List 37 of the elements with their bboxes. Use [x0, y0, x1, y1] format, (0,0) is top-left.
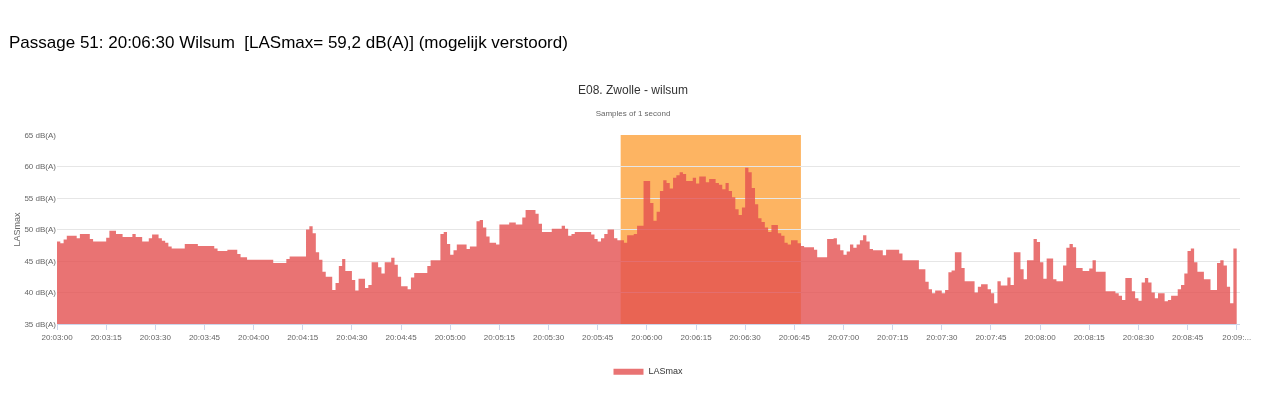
text: Passage 51: 20:06:30 Wilsum [LASmax= 59,2 dB(A)] (mogelijk verstoord)	[9, 33, 568, 52]
x-tick-label: 20:09:...	[1222, 332, 1252, 342]
x-tick-label: 20:05:15	[483, 332, 516, 342]
x-tick-label: 20:04:15	[287, 332, 319, 342]
x-tick-label: 20:03:00	[41, 332, 74, 342]
x-tick-label: 20:08:30	[1122, 332, 1155, 342]
x-tick-label: 20:07:30	[926, 332, 958, 342]
x-tick-label: 20:04:00	[238, 332, 270, 342]
y-tick-label: 55 dB(A)	[24, 193, 57, 203]
x-tick-label: 20:03:15	[90, 332, 123, 342]
x-tick-label: 20:08:45	[1171, 332, 1204, 342]
x-tick-label: 20:08:00	[1024, 332, 1057, 342]
y-tick-label: 60 dB(A)	[24, 162, 57, 172]
chart-subtitle: Samples of 1 second	[595, 108, 671, 118]
x-tick-label: 20:07:00	[827, 332, 860, 342]
y-tick-label: 50 dB(A)	[24, 225, 57, 235]
x-tick-label: 20:06:45	[778, 332, 811, 342]
x-tick-label: 20:06:15	[680, 332, 713, 342]
y-tick-label: 45 dB(A)	[24, 256, 57, 266]
y-tick-label: 65 dB(A)	[24, 130, 57, 140]
chart-title: E08. Zwolle - wilsum	[577, 83, 689, 98]
legend-label: LASmax	[648, 366, 684, 377]
x-tick-label: 20:07:15	[877, 332, 909, 342]
y-axis-title: LASmax	[11, 211, 22, 247]
x-tick-label: 20:06:00	[631, 332, 663, 342]
x-tick-label: 20:05:30	[533, 332, 565, 342]
x-tick-label: 20:03:45	[188, 332, 221, 342]
x-tick-label: 20:07:45	[975, 332, 1008, 342]
x-tick-label: 20:05:00	[434, 332, 467, 342]
x-tick-label: 20:06:30	[729, 332, 762, 342]
x-tick-label: 20:04:45	[385, 332, 418, 342]
x-tick-label: 20:08:15	[1073, 332, 1106, 342]
y-tick-label: 40 dB(A)	[24, 288, 57, 298]
y-tick-label: 35 dB(A)	[24, 319, 57, 329]
x-tick-label: 20:03:30	[139, 332, 172, 342]
x-tick-label: 20:05:45	[582, 332, 614, 342]
x-tick-label: 20:04:30	[336, 332, 369, 342]
